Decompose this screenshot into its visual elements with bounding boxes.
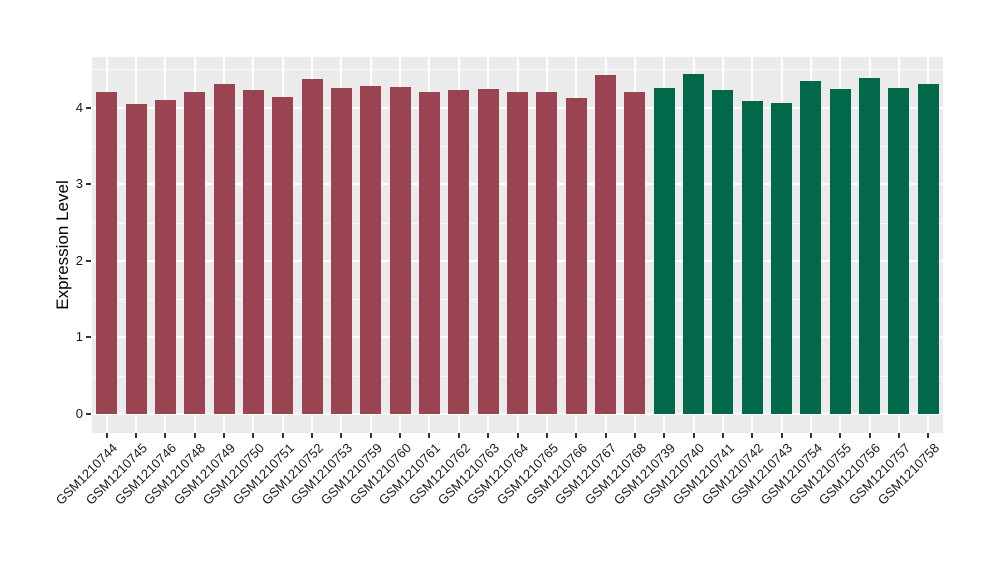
x-tick-mark (193, 433, 196, 438)
bar-GSM1210744 (96, 91, 118, 414)
bar-GSM1210760 (389, 86, 411, 414)
x-tick-mark (105, 433, 108, 438)
y-tick-label: 0 (75, 406, 83, 421)
x-tick-mark (223, 433, 226, 438)
bar-GSM1210740 (683, 73, 705, 414)
y-tick-label: 2 (75, 252, 83, 268)
bar-GSM1210752 (301, 79, 323, 414)
y-tick-label: 1 (75, 329, 83, 345)
x-tick-mark (516, 433, 519, 438)
x-tick-mark (633, 433, 636, 438)
x-tick-mark (868, 433, 871, 438)
bar-GSM1210767 (595, 74, 617, 414)
x-tick-mark (604, 433, 607, 438)
x-tick-mark (809, 433, 812, 438)
bar-GSM1210766 (565, 97, 587, 414)
x-tick-mark (575, 433, 578, 438)
bar-GSM1210756 (859, 78, 881, 414)
x-tick-mark (281, 433, 284, 438)
bar-GSM1210765 (536, 91, 558, 414)
x-tick-mark (692, 433, 695, 438)
bar-GSM1210759 (360, 86, 382, 414)
y-tick-mark (86, 336, 91, 339)
bar-GSM1210763 (477, 89, 499, 414)
x-tick-mark (135, 433, 138, 438)
x-tick-mark (545, 433, 548, 438)
bar-GSM1210749 (213, 83, 235, 414)
x-tick-mark (721, 433, 724, 438)
bar-GSM1210746 (154, 99, 176, 414)
y-tick-label: 4 (75, 99, 83, 115)
y-axis-title: Expression Level (53, 180, 72, 310)
x-tick-mark (780, 433, 783, 438)
x-tick-mark (399, 433, 402, 438)
plot-panel (92, 57, 943, 433)
x-tick-mark (897, 433, 900, 438)
bar-GSM1210745 (125, 103, 147, 414)
x-tick-mark (457, 433, 460, 438)
x-tick-mark (428, 433, 431, 438)
bar-GSM1210748 (184, 92, 206, 414)
y-tick-mark (86, 259, 91, 262)
y-tick-mark (86, 106, 91, 109)
bar-GSM1210741 (712, 89, 734, 414)
x-tick-mark (487, 433, 490, 438)
bar-GSM1210743 (771, 103, 793, 414)
x-tick-mark (663, 433, 666, 438)
x-tick-mark (252, 433, 255, 438)
y-tick-mark (86, 413, 91, 415)
bar-GSM1210753 (330, 88, 352, 414)
bar-GSM1210762 (448, 89, 470, 414)
bar-GSM1210761 (418, 91, 440, 414)
bar-GSM1210768 (624, 91, 646, 414)
y-tick-mark (86, 183, 91, 186)
bar-GSM1210755 (829, 89, 851, 414)
bar-GSM1210750 (242, 89, 264, 414)
bar-GSM1210742 (741, 101, 763, 414)
x-tick-mark (164, 433, 167, 438)
bar-GSM1210754 (800, 80, 822, 414)
x-tick-mark (927, 433, 930, 438)
x-tick-mark (340, 433, 343, 438)
bar-GSM1210764 (507, 92, 528, 414)
x-tick-mark (751, 433, 754, 438)
x-tick-mark (839, 433, 842, 438)
bar-GSM1210739 (653, 87, 675, 414)
bar-GSM1210757 (888, 88, 910, 414)
bar-GSM1210758 (917, 83, 939, 414)
bar-GSM1210751 (272, 96, 294, 414)
x-tick-mark (311, 433, 314, 438)
x-tick-mark (369, 433, 372, 438)
y-tick-label: 3 (75, 176, 83, 192)
